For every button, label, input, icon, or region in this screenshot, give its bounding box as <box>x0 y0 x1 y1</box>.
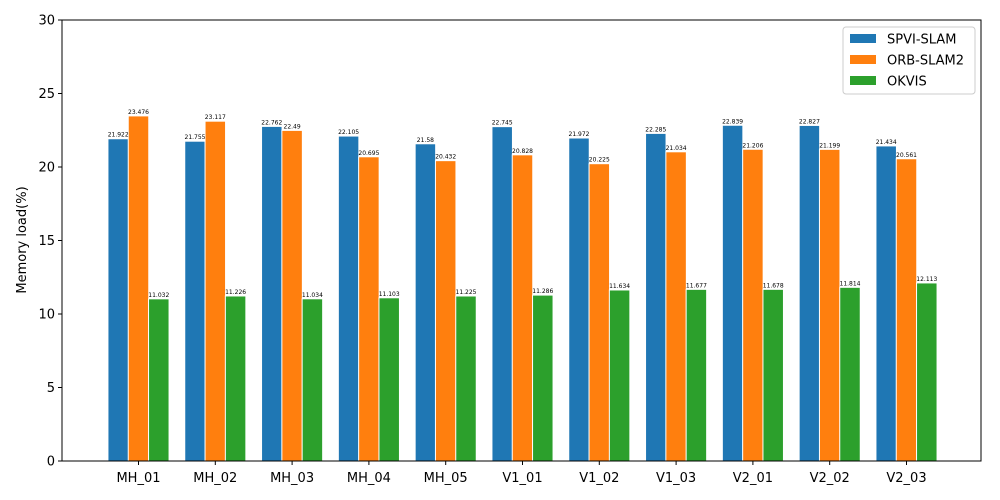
legend-label: ORB-SLAM2 <box>887 54 964 69</box>
legend-swatch <box>850 34 876 43</box>
bar-okvis-v1_01 <box>532 294 554 462</box>
bar-orb-slam2-mh_03 <box>281 129 303 462</box>
bar-spvi-slam-v2_01 <box>721 124 744 462</box>
axes-layer: 0 5 10 15 20 25 30 MH_01 MH_02 MH_03 MH_04 MH_05 V1_… <box>38 14 982 486</box>
bar-okvis-v2_03 <box>916 282 938 462</box>
y-tick-label: 30 <box>38 14 55 29</box>
bar-okvis-v1_02 <box>608 289 631 462</box>
bar-okvis-v1_03 <box>685 288 708 462</box>
x-tick-label: MH_04 <box>347 471 391 486</box>
x-tick-label: V1_03 <box>656 471 696 486</box>
bar-spvi-slam-mh_02 <box>184 140 206 462</box>
bar-okvis-mh_01 <box>148 298 170 462</box>
data-label: 11.034 <box>302 292 323 299</box>
data-label: 20.225 <box>589 157 610 164</box>
data-label: 23.117 <box>205 114 226 121</box>
data-label: 11.814 <box>840 280 861 287</box>
y-tick-label: 20 <box>38 161 55 176</box>
y-tick-label: 10 <box>38 308 55 323</box>
x-tick-label: V1_01 <box>502 471 542 486</box>
data-label: 22.839 <box>722 118 743 125</box>
bar-orb-slam2-v2_03 <box>895 158 918 462</box>
legend-swatch <box>850 55 876 64</box>
bar-okvis-mh_03 <box>301 298 324 462</box>
x-tick-label: V2_02 <box>810 471 850 486</box>
bar-orb-slam2-mh_05 <box>434 160 457 462</box>
bar-spvi-slam-mh_05 <box>414 143 437 462</box>
data-label: 22.745 <box>492 120 513 127</box>
bar-spvi-slam-mh_04 <box>337 135 360 462</box>
bar-okvis-v2_02 <box>839 286 861 462</box>
bar-orb-slam2-mh_01 <box>127 115 150 462</box>
bar-okvis-mh_04 <box>378 297 400 462</box>
data-label: 22.105 <box>338 129 359 136</box>
y-tick-label: 25 <box>38 87 55 102</box>
bar-orb-slam2-mh_04 <box>358 156 380 462</box>
x-tick-label: V2_01 <box>733 471 773 486</box>
bar-orb-slam2-mh_02 <box>204 120 227 462</box>
y-tick-label: 15 <box>38 234 55 249</box>
data-label: 11.634 <box>609 283 630 290</box>
data-label: 11.286 <box>532 288 553 295</box>
y-tick-label: 0 <box>47 455 55 470</box>
y-axis-label: Memory load(%) <box>15 186 30 293</box>
data-label: 11.103 <box>379 291 400 298</box>
bar-orb-slam2-v1_03 <box>665 151 687 462</box>
bar-orb-slam2-v1_01 <box>511 154 534 462</box>
data-label: 21.58 <box>417 137 434 144</box>
bar-spvi-slam-v2_03 <box>875 145 897 462</box>
bar-okvis-mh_02 <box>224 295 247 462</box>
bar-spvi-slam-v1_01 <box>491 126 513 462</box>
x-tick-label: MH_05 <box>424 471 468 486</box>
bar-spvi-slam-v1_03 <box>645 132 667 462</box>
data-label: 12.113 <box>916 276 937 283</box>
data-label: 21.434 <box>876 139 897 146</box>
data-label: 22.762 <box>261 119 282 126</box>
bar-spvi-slam-v2_02 <box>798 124 821 462</box>
x-tick-label: V1_02 <box>579 471 619 486</box>
data-label: 20.695 <box>358 150 379 157</box>
data-label: 21.199 <box>819 142 840 149</box>
bar-orb-slam2-v2_02 <box>818 148 841 462</box>
data-label: 20.828 <box>512 148 533 155</box>
legend-swatch <box>850 76 876 85</box>
legend-label: SPVI-SLAM <box>887 33 956 48</box>
bar-spvi-slam-v1_02 <box>568 137 590 462</box>
data-labels-layer: 21.922 21.755 22.762 22.105 21.58 22.745 21.97… <box>108 109 938 299</box>
bar-spvi-slam-mh_03 <box>261 125 283 462</box>
data-label: 11.677 <box>686 282 707 289</box>
x-tick-label: V2_03 <box>886 471 926 486</box>
bars-layer <box>107 115 938 462</box>
data-label: 22.49 <box>284 123 301 130</box>
bar-spvi-slam-mh_01 <box>107 138 129 462</box>
legend: SPVI-SLAM ORB-SLAM2 OKVIS <box>842 26 976 95</box>
data-label: 21.755 <box>185 134 206 141</box>
data-label: 22.827 <box>799 118 820 125</box>
bar-okvis-v2_01 <box>762 288 784 462</box>
data-label: 11.226 <box>225 289 246 296</box>
bar-orb-slam2-v2_01 <box>742 148 764 462</box>
data-label: 11.225 <box>456 289 477 296</box>
data-label: 21.034 <box>666 145 687 152</box>
data-label: 22.285 <box>645 126 666 133</box>
data-label: 11.678 <box>763 282 784 289</box>
bar-okvis-mh_05 <box>455 295 477 462</box>
data-label: 20.432 <box>435 154 456 161</box>
x-tick-label: MH_01 <box>116 471 160 486</box>
data-label: 20.561 <box>896 152 917 159</box>
data-label: 23.476 <box>128 109 149 116</box>
x-tick-label: MH_03 <box>270 471 314 486</box>
data-label: 21.206 <box>742 142 763 149</box>
y-tick-label: 5 <box>47 381 55 396</box>
data-label: 11.032 <box>148 292 169 299</box>
data-label: 21.972 <box>569 131 590 138</box>
bar-orb-slam2-v1_02 <box>588 163 611 462</box>
legend-label: OKVIS <box>887 75 927 90</box>
data-label: 21.922 <box>108 132 129 139</box>
x-tick-label: MH_02 <box>193 471 237 486</box>
